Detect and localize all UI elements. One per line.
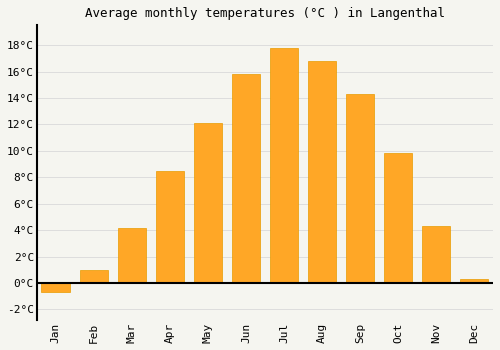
Bar — [384, 154, 412, 283]
Bar — [422, 226, 450, 283]
Bar — [270, 48, 298, 283]
Bar — [118, 228, 146, 283]
Bar — [80, 270, 108, 283]
Bar — [42, 283, 70, 292]
Bar — [460, 279, 488, 283]
Bar — [194, 123, 222, 283]
Bar — [156, 171, 184, 283]
Title: Average monthly temperatures (°C ) in Langenthal: Average monthly temperatures (°C ) in La… — [85, 7, 445, 20]
Bar — [232, 74, 260, 283]
Bar — [346, 94, 374, 283]
Bar — [308, 61, 336, 283]
